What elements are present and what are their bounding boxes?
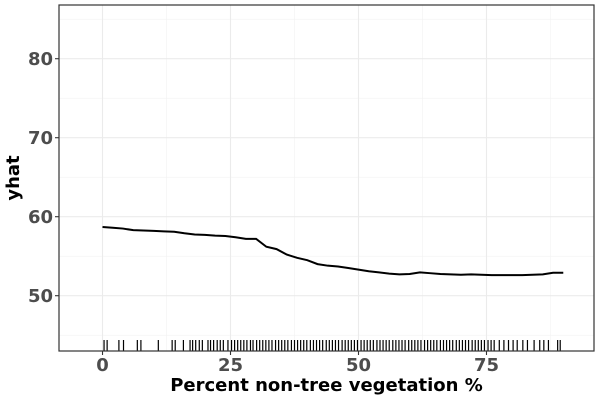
- x-tick-label: 75: [474, 355, 499, 376]
- plot-border: [58, 4, 595, 352]
- tick-labels: 0 25 50 75 50 60 70 80: [28, 49, 499, 376]
- y-axis-title: yhat: [3, 155, 24, 201]
- y-tick-label: 80: [28, 49, 53, 70]
- y-tick-label: 50: [28, 286, 53, 307]
- axis-ticks: [55, 58, 488, 355]
- plot-background: [59, 5, 594, 351]
- x-axis-title: Percent non-tree vegetation %: [170, 375, 483, 396]
- grid-lines: [59, 5, 594, 351]
- rug-marks: [103, 340, 561, 351]
- series-line-yhat: [102, 225, 564, 277]
- x-tick-label: 0: [96, 355, 109, 376]
- x-tick-label: 25: [218, 355, 243, 376]
- x-tick-label: 50: [346, 355, 371, 376]
- y-tick-label: 60: [28, 207, 53, 228]
- y-tick-label: 70: [28, 128, 53, 149]
